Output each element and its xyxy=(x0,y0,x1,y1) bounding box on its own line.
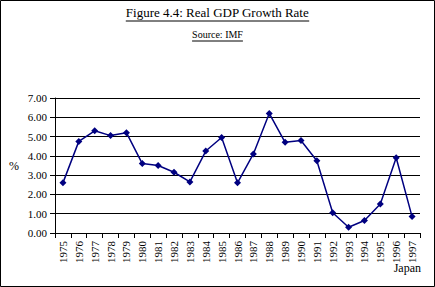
svg-text:4.00: 4.00 xyxy=(28,150,48,162)
svg-text:6.00: 6.00 xyxy=(28,111,48,123)
svg-text:1987: 1987 xyxy=(247,241,259,264)
svg-text:1980: 1980 xyxy=(136,241,148,264)
svg-text:1982: 1982 xyxy=(168,241,180,263)
svg-text:3.00: 3.00 xyxy=(28,169,48,181)
svg-text:1978: 1978 xyxy=(105,241,117,264)
svg-text:1984: 1984 xyxy=(200,241,212,264)
svg-text:1985: 1985 xyxy=(216,241,228,264)
svg-text:1977: 1977 xyxy=(89,241,101,264)
svg-text:Figure 4.4: Real GDP Growth Ra: Figure 4.4: Real GDP Growth Rate xyxy=(126,5,309,20)
svg-text:1996: 1996 xyxy=(390,241,402,264)
svg-text:%: % xyxy=(9,159,19,173)
svg-text:1981: 1981 xyxy=(152,241,164,263)
svg-text:1976: 1976 xyxy=(73,241,85,264)
svg-text:1995: 1995 xyxy=(374,241,386,264)
svg-text:1986: 1986 xyxy=(232,241,244,264)
svg-text:Japan: Japan xyxy=(393,261,421,275)
svg-text:2.00: 2.00 xyxy=(28,188,48,200)
svg-text:5.00: 5.00 xyxy=(28,131,48,143)
svg-text:Source: IMF: Source: IMF xyxy=(192,29,243,40)
svg-text:1990: 1990 xyxy=(295,241,307,264)
svg-text:7.00: 7.00 xyxy=(28,92,48,104)
svg-text:1994: 1994 xyxy=(358,241,370,264)
svg-text:1997: 1997 xyxy=(406,241,418,264)
svg-text:0.00: 0.00 xyxy=(28,227,48,239)
svg-text:1991: 1991 xyxy=(311,241,323,263)
svg-text:1979: 1979 xyxy=(120,241,132,264)
svg-text:1975: 1975 xyxy=(57,241,69,264)
svg-text:1988: 1988 xyxy=(263,241,275,264)
svg-text:1992: 1992 xyxy=(327,241,339,263)
svg-text:1.00: 1.00 xyxy=(28,208,48,220)
svg-text:1983: 1983 xyxy=(184,241,196,264)
svg-text:1989: 1989 xyxy=(279,241,291,264)
svg-text:1993: 1993 xyxy=(343,241,355,264)
